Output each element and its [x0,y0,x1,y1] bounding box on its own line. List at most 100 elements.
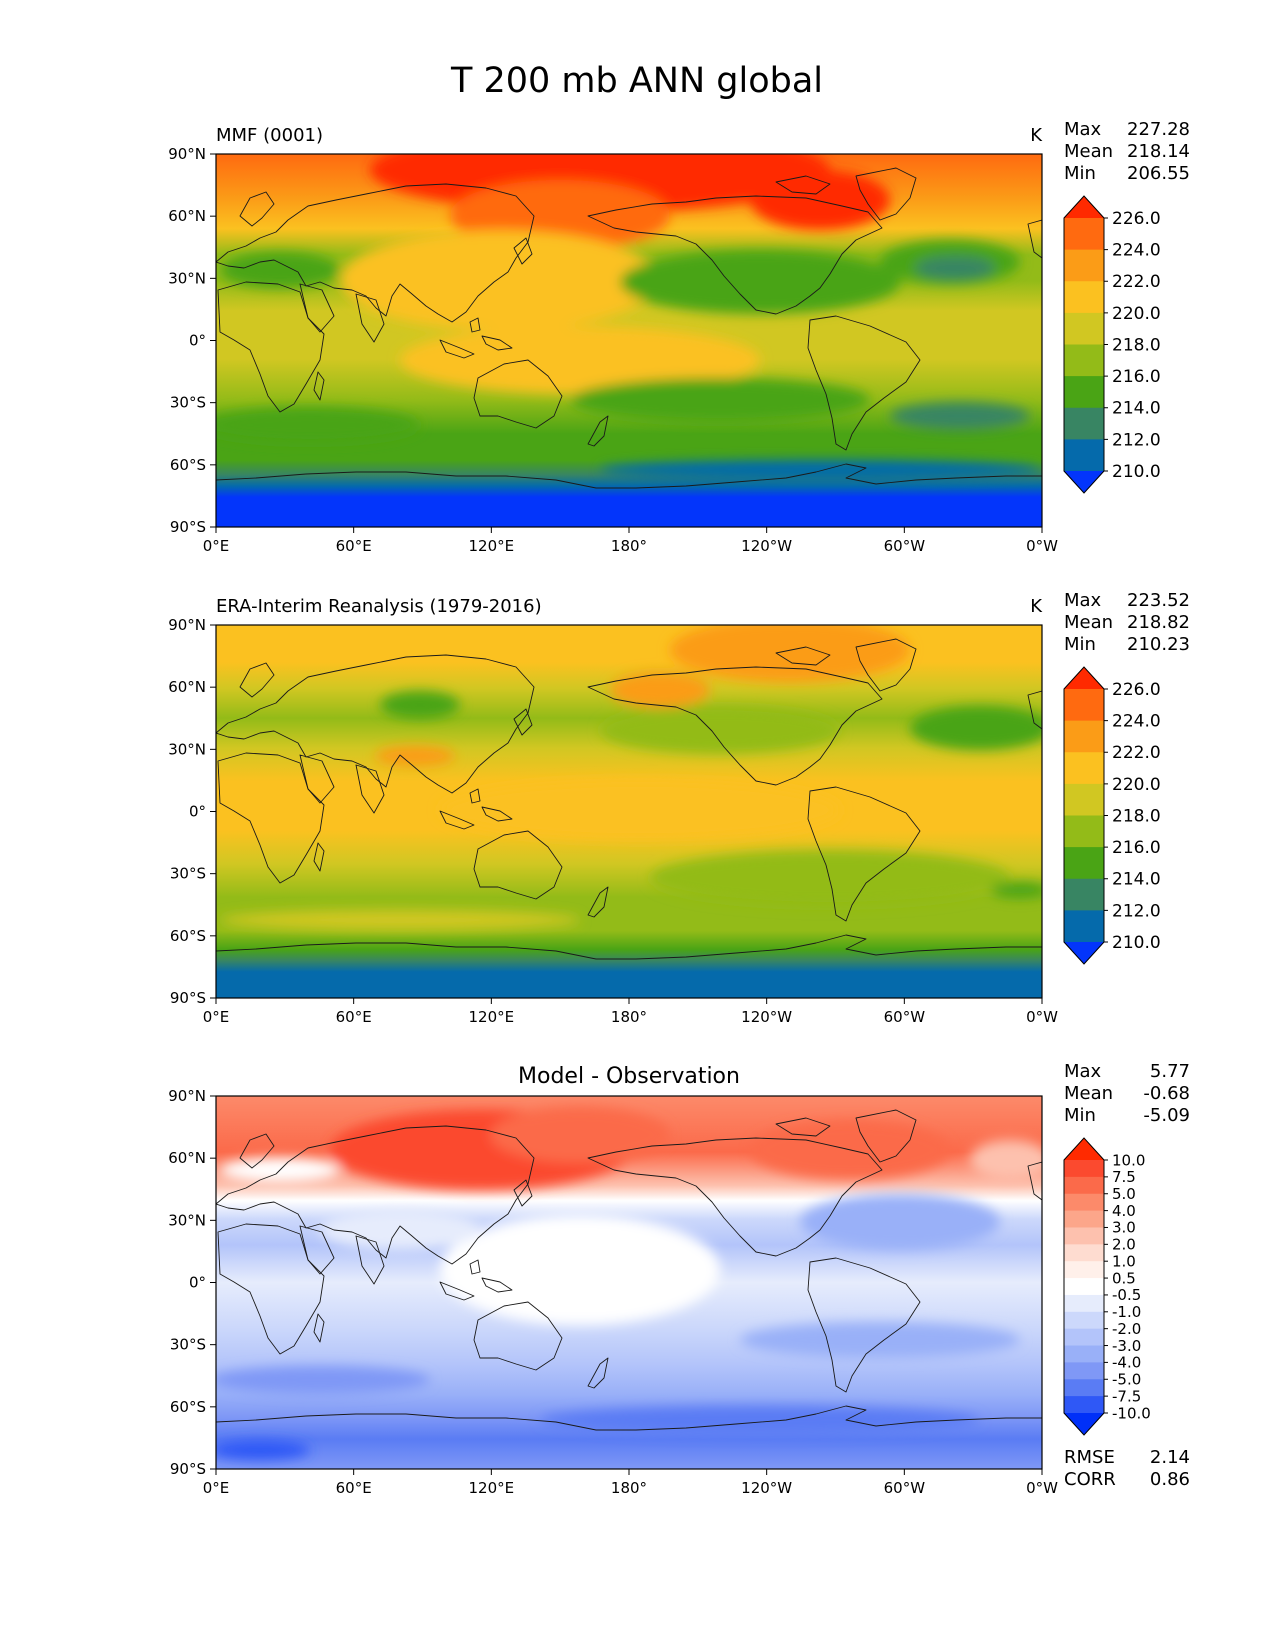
colorbar-tick-label: 212.0 [1112,430,1161,450]
lat-tick-label: 0° [189,332,206,350]
colorbar-segment [1064,1294,1104,1313]
lon-tick-label: 120°W [741,1479,792,1497]
lon-tick-label: 60°W [884,537,926,555]
colorbar-tick-label: 210.0 [1112,462,1161,482]
colorbar-tick-label: 222.0 [1112,743,1161,763]
lat-tick-label: 90°N [168,1087,206,1105]
stat-value-max: 227.28 [1127,119,1190,140]
colorbar-segment [1064,1311,1104,1330]
colorbar-tick-label: 5.0 [1112,1185,1136,1203]
colorbar-tick-label: -7.5 [1112,1387,1141,1405]
lat-ticks-diff: 90°N 60°N 30°N 0° 30°S 60°S 90°S [168,1087,216,1478]
stat-value-max: 223.52 [1127,590,1190,611]
lon-tick-label: 180° [611,1008,647,1026]
stat-value-min: 206.55 [1127,163,1190,184]
lon-tick-label: 120°E [469,537,515,555]
lat-tick-label: 60°N [168,207,206,225]
colorbar-tick-label: 220.0 [1112,775,1161,795]
colorbar-segment [1064,815,1104,848]
lon-tick-label: 60°W [884,1008,926,1026]
colorbar-tick-label: -1.0 [1112,1303,1141,1321]
colorbar-segment [1064,1261,1104,1279]
lat-tick-label: 60°N [168,678,206,696]
lat-tick-label: 90°S [170,1460,206,1478]
lat-tick-label: 30°S [170,394,206,412]
colorbar-segment [1064,249,1104,282]
colorbar-segment [1064,1227,1104,1245]
lat-tick-label: 90°N [168,145,206,163]
colorbar-tick-label: -5.0 [1112,1371,1141,1389]
lon-tick-label: 120°W [741,1008,792,1026]
stat-label-min: Min [1064,634,1096,655]
colorbar-segment [1064,312,1104,345]
lat-tick-label: 30°N [168,1211,206,1229]
lat-tick-label: 30°N [168,740,206,758]
lat-tick-label: 60°S [170,456,206,474]
panel-units-era: K [1030,596,1043,617]
lon-tick-label: 60°W [884,1479,926,1497]
lat-tick-label: 0° [189,803,206,821]
lat-tick-label: 30°S [170,865,206,883]
stat-label-mean: Mean [1064,141,1113,162]
stats-mmf: Max 227.28 Mean 218.14 Min 206.55 [1064,119,1190,184]
colorbar-segment [1064,1396,1104,1414]
colorbar-segment [1064,1345,1104,1363]
map-field-diff [216,1096,1042,1469]
colorbar-segment [1064,218,1104,251]
stat-value-rmse: 2.14 [1150,1447,1190,1468]
colorbar-tick-label: 210.0 [1112,933,1161,953]
stat-label-max: Max [1064,590,1102,611]
colorbar-segment [1064,1244,1104,1262]
lat-tick-label: 60°S [170,927,206,945]
colorbar-segment [1064,1379,1104,1397]
colorbar-mmf: 226.0 224.0 222.0 220.0 218.0 216.0 214.0 212.0… [1063,195,1161,494]
lon-ticks-era: 0°E 60°E 120°E 180° 120°W 60°W 0°W [203,998,1058,1026]
colorbar-tick-label: 0.5 [1112,1269,1136,1287]
colorbar-tick-label: -0.5 [1112,1286,1141,1304]
lat-tick-label: 90°S [170,518,206,536]
lon-tick-label: 0°W [1026,1479,1058,1497]
colorbar-extension-min [1064,1413,1104,1435]
stat-label-corr: CORR [1064,1469,1116,1490]
colorbar-segment [1064,407,1104,440]
colorbar-tick-label: -4.0 [1112,1354,1141,1372]
colorbar-extension-min [1064,471,1104,493]
colorbar-segment [1064,376,1104,409]
lat-tick-label: 90°N [168,616,206,634]
colorbar-segment [1064,689,1104,722]
panel-title-mmf: MMF (0001) [216,125,323,146]
lon-tick-label: 120°W [741,537,792,555]
stat-label-rmse: RMSE [1064,1447,1115,1468]
colorbar-era: 226.0 224.0 222.0 220.0 218.0 216.0 214.0 212.0… [1063,666,1161,965]
lon-ticks-diff: 0°E 60°E 120°E 180° 120°W 60°W 0°W [203,1469,1058,1497]
colorbar-segment [1064,1193,1104,1212]
colorbar-tick-label: 4.0 [1112,1202,1136,1220]
stat-value-mean: -0.68 [1143,1083,1190,1104]
lon-tick-label: 60°E [336,1008,372,1026]
stat-label-mean: Mean [1064,1083,1113,1104]
stat-value-max: 5.77 [1150,1061,1190,1082]
colorbar-segment [1064,1278,1104,1296]
colorbar-segment [1064,344,1104,377]
colorbar-tick-label: 226.0 [1112,209,1161,229]
panel-title-era: ERA-Interim Reanalysis (1979-2016) [216,596,542,617]
colorbar-tick-label: 7.5 [1112,1168,1136,1186]
stat-label-max: Max [1064,1061,1102,1082]
colorbar-segment [1064,1210,1104,1228]
stat-value-min: 210.23 [1127,634,1190,655]
lon-tick-label: 180° [611,537,647,555]
stat-label-min: Min [1064,163,1096,184]
lon-tick-label: 0°W [1026,1008,1058,1026]
colorbar-tick-label: 218.0 [1112,806,1161,826]
map-field-era [216,625,1042,998]
colorbar-segment [1064,783,1104,816]
colorbar-extension-min [1064,942,1104,964]
stat-label-mean: Mean [1064,612,1113,633]
lat-tick-label: 60°N [168,1149,206,1167]
stat-value-min: -5.09 [1143,1105,1190,1126]
map-field-mmf [216,154,1042,527]
colorbar-tick-label: 216.0 [1112,838,1161,858]
lon-tick-label: 0°E [203,537,230,555]
colorbar-segment [1064,847,1104,880]
colorbar-segment [1064,720,1104,753]
